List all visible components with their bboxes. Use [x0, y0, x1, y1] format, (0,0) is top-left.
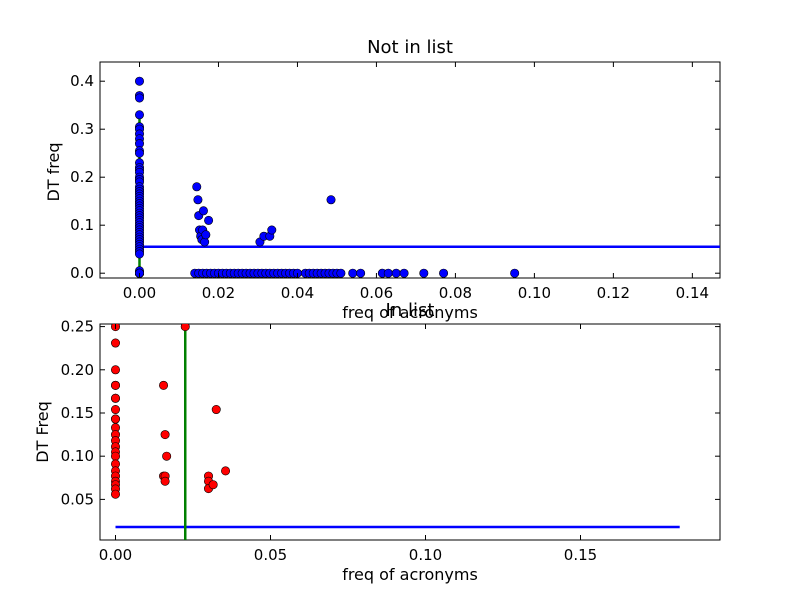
data-point: [510, 268, 520, 278]
x-tick-label: 0.00: [99, 546, 132, 564]
x-tick-label: 0.04: [281, 284, 314, 302]
data-point: [111, 365, 121, 375]
data-point: [160, 476, 170, 486]
x-axis-label: freq of acronyms: [342, 303, 478, 322]
data-point: [134, 93, 144, 103]
data-point: [391, 268, 401, 278]
data-point: [204, 215, 214, 225]
y-axis-label: DT Freq: [33, 401, 52, 462]
y-tick-label: 0.4: [70, 72, 94, 90]
y-tick-label: 0.10: [61, 447, 94, 465]
y-tick-label: 0.3: [70, 120, 94, 138]
data-point: [326, 195, 336, 205]
y-tick-label: 0.0: [70, 264, 94, 282]
x-tick-label: 0.10: [518, 284, 551, 302]
data-point: [162, 451, 172, 461]
data-point: [159, 380, 169, 390]
y-axis-label: DT freq: [44, 142, 63, 201]
data-point: [160, 430, 170, 440]
data-point: [192, 182, 202, 192]
data-point: [348, 268, 358, 278]
y-tick-label: 0.1: [70, 216, 94, 234]
data-point: [111, 393, 121, 403]
data-point: [111, 405, 121, 415]
x-tick-label: 0.02: [202, 284, 235, 302]
data-point: [221, 466, 231, 476]
y-tick-label: 0.15: [61, 404, 94, 422]
x-tick-label: 0.05: [254, 546, 287, 564]
bottom-subplot: In list freq of acronyms DT Freq 0.00 0.0…: [33, 300, 721, 584]
data-point: [439, 268, 449, 278]
y-tick-label: 0.05: [61, 490, 94, 508]
x-tick-label: 0.14: [676, 284, 709, 302]
data-layer: [134, 76, 720, 278]
data-point: [134, 249, 144, 259]
data-point: [198, 206, 208, 216]
data-point: [193, 195, 203, 205]
x-tick-label: 0.08: [439, 284, 472, 302]
data-point: [211, 405, 221, 415]
x-tick-label: 0.12: [597, 284, 630, 302]
data-point: [419, 268, 429, 278]
chart-title: Not in list: [367, 37, 453, 58]
data-point: [134, 76, 144, 86]
x-axis-label: freq of acronyms: [342, 565, 478, 584]
data-point: [111, 451, 121, 461]
data-point: [356, 268, 366, 278]
data-point: [336, 268, 346, 278]
data-point: [383, 268, 393, 278]
data-point: [180, 324, 190, 332]
data-point: [111, 380, 121, 390]
x-tick-label: 0.06: [360, 284, 393, 302]
top-subplot: Not in list freq of acronyms DT freq 0.0…: [44, 37, 721, 322]
data-point: [399, 268, 409, 278]
data-point: [111, 489, 121, 499]
data-point: [267, 225, 277, 235]
chart-title: In list: [386, 300, 435, 321]
data-point: [201, 230, 211, 240]
y-tick-label: 0.2: [70, 168, 94, 186]
data-point: [111, 414, 121, 424]
data-point: [111, 338, 121, 348]
data-point: [134, 110, 144, 120]
y-tick-label: 0.20: [61, 361, 94, 379]
data-point: [208, 480, 218, 490]
x-tick-label: 0.10: [409, 546, 442, 564]
data-point: [134, 148, 144, 158]
y-tick-label: 0.25: [61, 318, 94, 336]
data-layer: [111, 324, 680, 540]
plot-area: 0.00 0.05 0.10 0.15 0.05 0.10 0.15 0.20 0.25: [61, 318, 721, 564]
x-tick-label: 0.00: [123, 284, 156, 302]
plot-area: 0.00 0.02 0.04 0.06 0.08 0.10 0.12 0.14 0.0 0.1 0.…: [70, 61, 721, 302]
x-tick-label: 0.15: [564, 546, 597, 564]
axes-frame: [99, 323, 721, 541]
